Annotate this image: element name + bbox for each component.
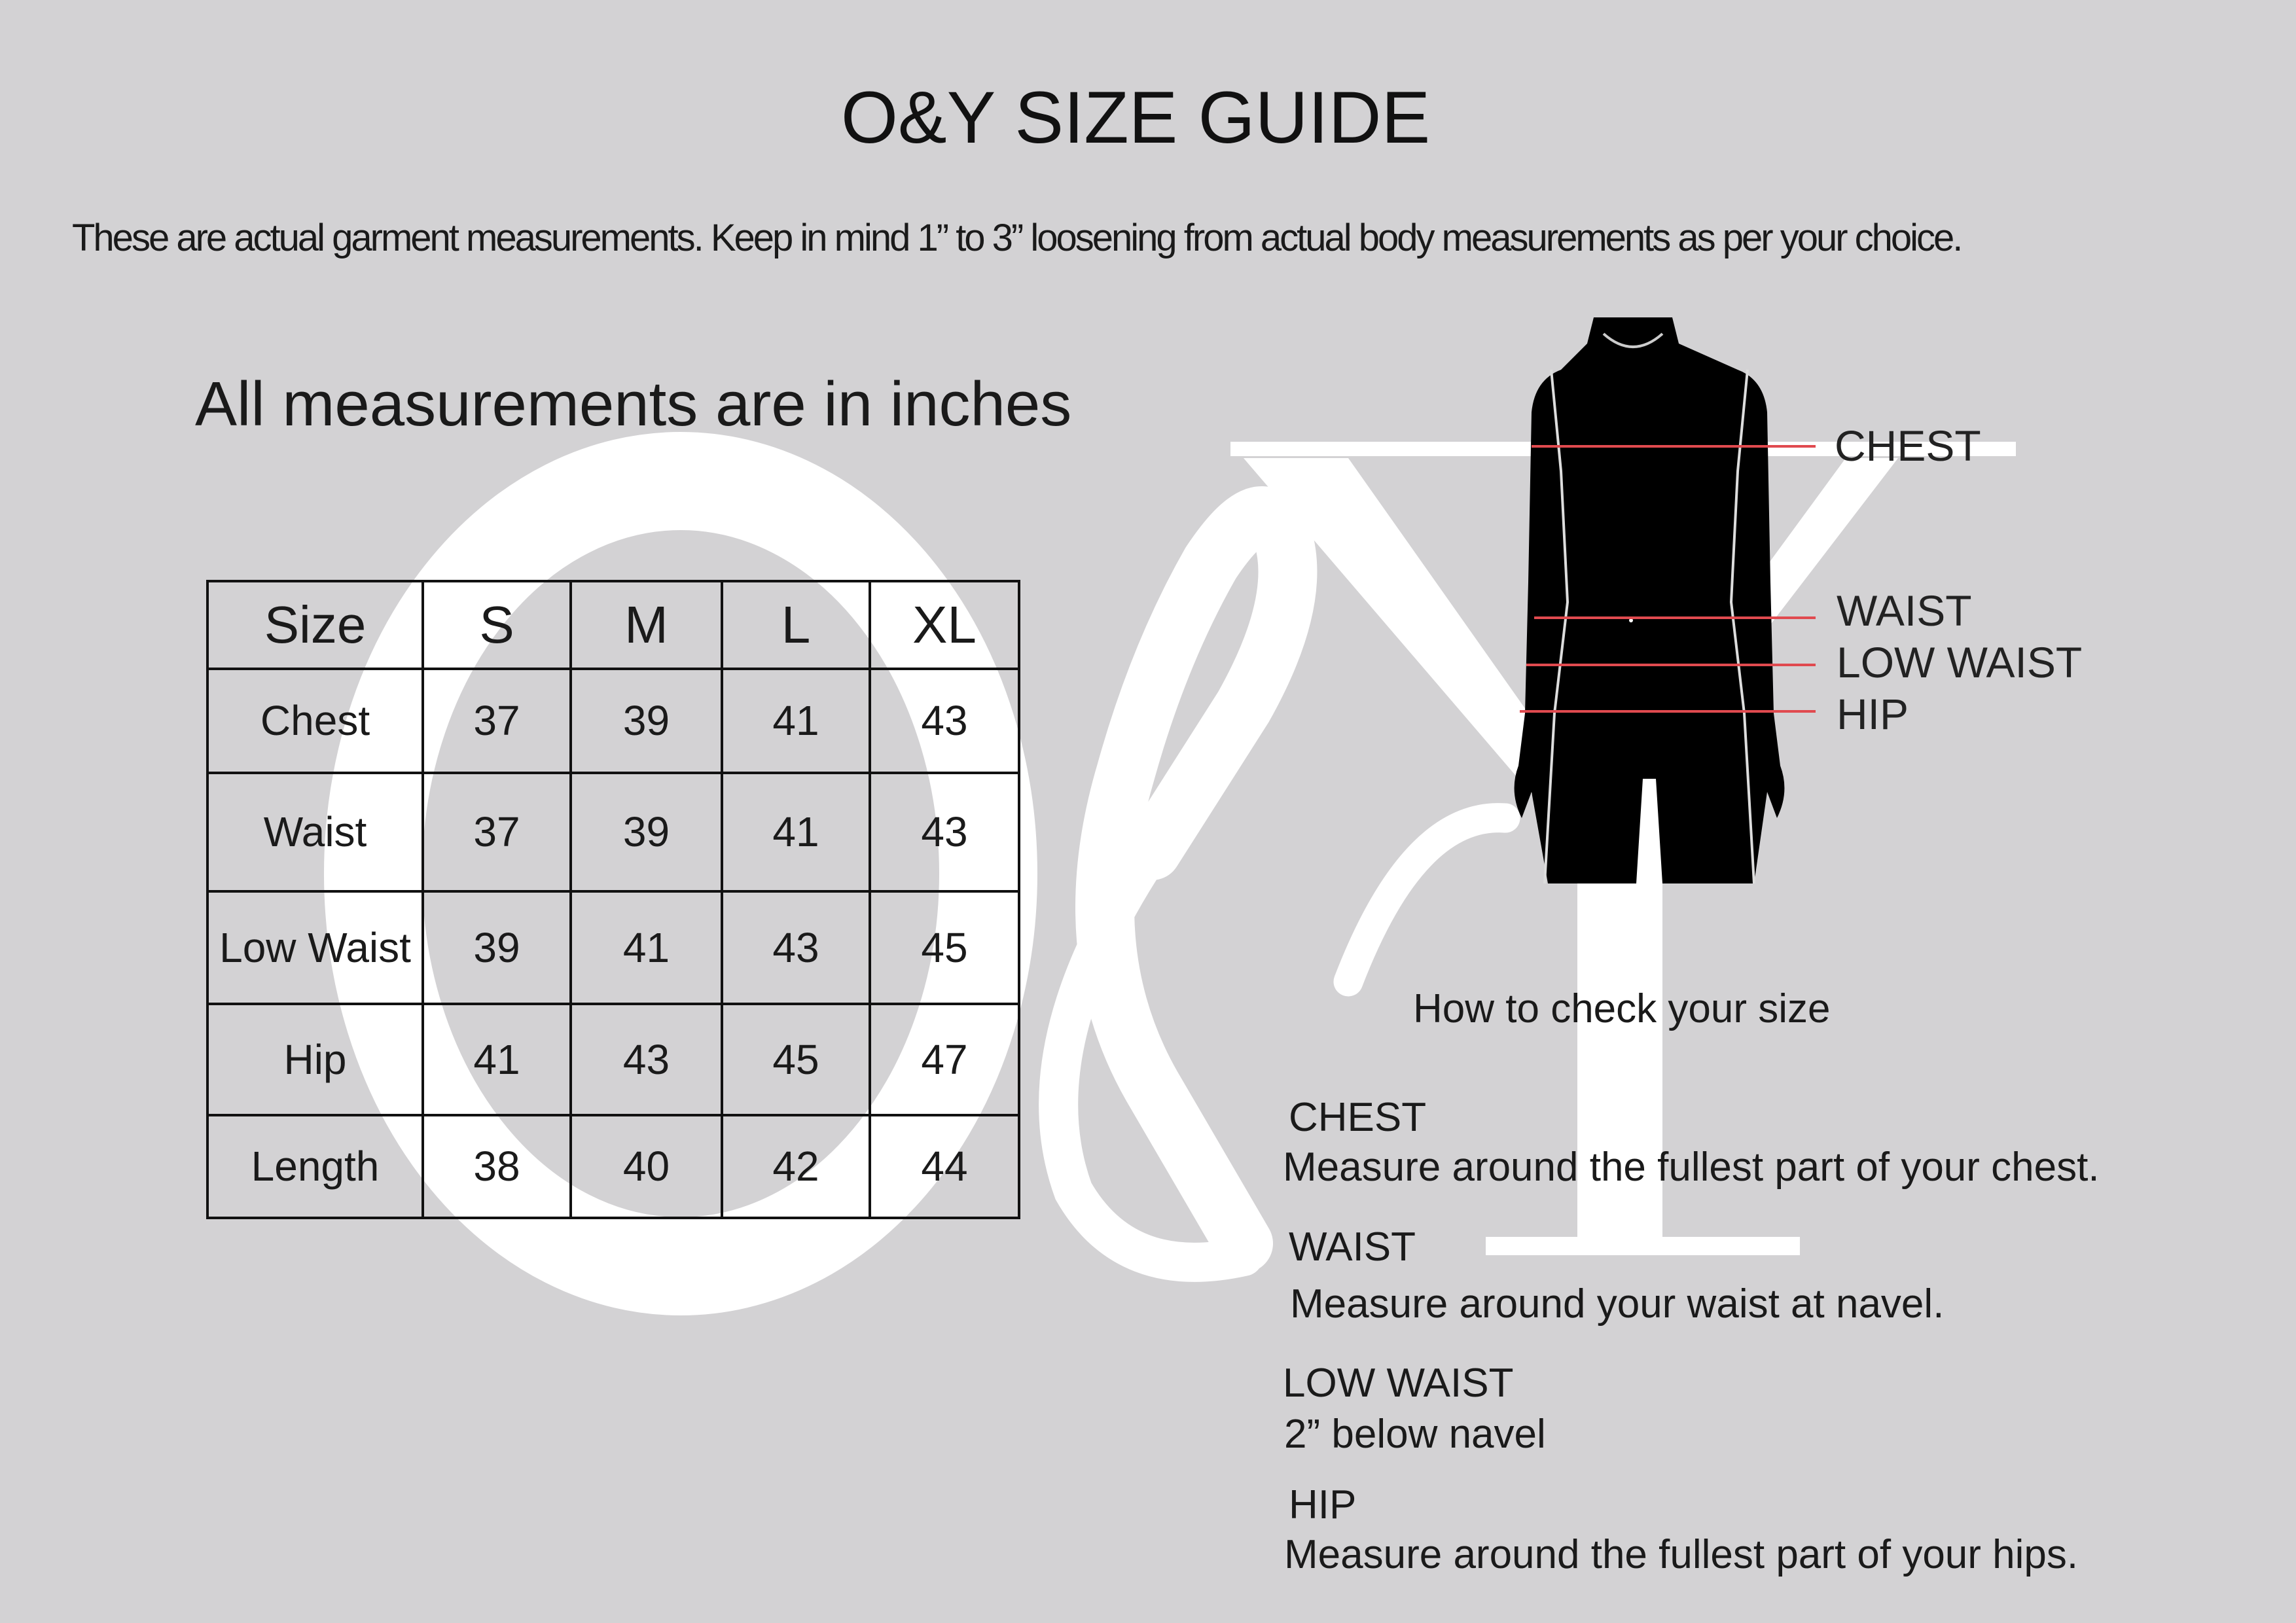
table-cell: 38 — [422, 1114, 572, 1219]
subtitle: These are actual garment measurements. K… — [72, 217, 1963, 259]
table-row: Chest 37 39 41 43 — [206, 668, 1020, 774]
howto-chest-desc: Measure around the fullest part of your … — [1283, 1145, 2100, 1190]
header-cell: Size — [206, 580, 424, 670]
units-note: All measurements are in inches — [195, 369, 1072, 439]
figure-label-low-waist: LOW WAIST — [1837, 638, 2083, 687]
table-cell: 41 — [721, 668, 871, 774]
table-cell: 39 — [422, 890, 572, 1005]
table-cell: 41 — [422, 1003, 572, 1116]
table-header-row: Size S M L XL — [206, 580, 1020, 670]
table-cell: 43 — [869, 772, 1020, 893]
row-label: Length — [206, 1114, 424, 1219]
figure-label-hip: HIP — [1837, 690, 1909, 738]
row-label: Waist — [206, 772, 424, 893]
table-cell: 40 — [569, 1114, 723, 1219]
header-cell: XL — [869, 580, 1020, 670]
table-cell: 43 — [721, 890, 871, 1005]
howto-hip-title: HIP — [1289, 1482, 1357, 1527]
table-cell: 39 — [569, 668, 723, 774]
figure-label-waist: WAIST — [1837, 586, 1972, 635]
header-cell: M — [569, 580, 723, 670]
body-silhouette-figure — [1514, 317, 1816, 884]
figure-label-chest: CHEST — [1835, 421, 1981, 470]
size-table: Size S M L XL Chest 37 39 41 43 Waist 37… — [206, 580, 1020, 1219]
table-cell: 45 — [721, 1003, 871, 1116]
header-cell: L — [721, 580, 871, 670]
howto-heading: How to check your size — [1413, 986, 1831, 1031]
body-silhouette — [1514, 317, 1785, 883]
table-cell: 37 — [422, 668, 572, 774]
table-cell: 45 — [869, 890, 1020, 1005]
table-cell: 44 — [869, 1114, 1020, 1219]
howto-waist-title: WAIST — [1289, 1224, 1416, 1270]
row-label: Hip — [206, 1003, 424, 1116]
row-label: Low Waist — [206, 890, 424, 1005]
howto-chest-title: CHEST — [1289, 1095, 1427, 1140]
watermark-ampersand-shape — [1039, 486, 1520, 1282]
table-cell: 43 — [569, 1003, 723, 1116]
table-row: Low Waist 39 41 43 45 — [206, 890, 1020, 1005]
howto-waist-desc: Measure around your waist at navel. — [1290, 1281, 1945, 1327]
table-cell: 37 — [422, 772, 572, 893]
howto-low-waist-title: LOW WAIST — [1283, 1361, 1514, 1406]
table-row: Length 38 40 42 44 — [206, 1114, 1020, 1219]
table-cell: 42 — [721, 1114, 871, 1219]
howto-hip-desc: Measure around the fullest part of your … — [1284, 1532, 2079, 1577]
row-label: Chest — [206, 668, 424, 774]
table-cell: 41 — [721, 772, 871, 893]
howto-low-waist-desc: 2” below navel — [1284, 1412, 1546, 1457]
header-cell: S — [422, 580, 572, 670]
table-cell: 47 — [869, 1003, 1020, 1116]
table-cell: 43 — [869, 668, 1020, 774]
table-cell: 41 — [569, 890, 723, 1005]
table-row: Hip 41 43 45 47 — [206, 1003, 1020, 1116]
table-row: Waist 37 39 41 43 — [206, 772, 1020, 893]
page-title: O&Y SIZE GUIDE — [840, 77, 1431, 158]
table-cell: 39 — [569, 772, 723, 893]
